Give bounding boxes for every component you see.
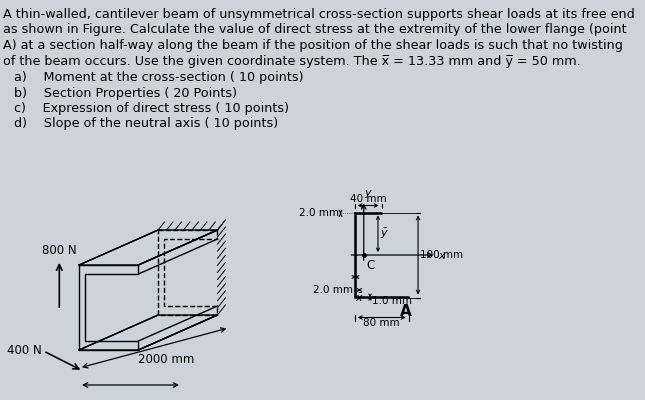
Text: c)  Expression of direct stress ( 10 points): c) Expression of direct stress ( 10 poin… (14, 102, 289, 115)
Text: of the beam occurs. Use the given coordinate system. The x̅ = 13.33 ​mm and y̅ =: of the beam occurs. Use the given coordi… (3, 54, 581, 68)
Text: $\bar{x}$: $\bar{x}$ (355, 292, 364, 304)
Text: 1.0 mm: 1.0 mm (372, 296, 412, 306)
Text: 100 mm: 100 mm (421, 250, 464, 260)
Text: a)  Moment at the cross-section ( 10 points): a) Moment at the cross-section ( 10 poin… (14, 71, 304, 84)
Text: 400 N: 400 N (7, 344, 42, 358)
Text: A: A (401, 304, 412, 318)
Text: 40 mm: 40 mm (350, 194, 386, 204)
Text: as shown in Figure. Calculate the value of direct stress at the extremity of the: as shown in Figure. Calculate the value … (3, 24, 627, 36)
Text: b)  Section Properties ( 20 Points): b) Section Properties ( 20 Points) (14, 86, 237, 100)
Text: $\bar{y}$: $\bar{y}$ (379, 227, 388, 241)
Text: x: x (438, 251, 444, 261)
Text: y: y (364, 188, 371, 198)
Text: A thin-walled, cantilever beam of unsymmetrical cross-section supports shear loa: A thin-walled, cantilever beam of unsymm… (3, 8, 635, 21)
Text: 2.0 mm: 2.0 mm (299, 208, 339, 218)
Text: 2000 mm: 2000 mm (138, 353, 194, 366)
Text: A) at a section half-way along the beam if the position of the shear loads is su: A) at a section half-way along the beam … (3, 39, 623, 52)
Text: 80 mm: 80 mm (363, 318, 400, 328)
Text: 2.0 mm: 2.0 mm (313, 285, 353, 295)
Text: d)  Slope of the neutral axis ( 10 points): d) Slope of the neutral axis ( 10 points… (14, 118, 279, 130)
Text: 800 N: 800 N (42, 244, 77, 257)
Text: C: C (366, 259, 374, 272)
